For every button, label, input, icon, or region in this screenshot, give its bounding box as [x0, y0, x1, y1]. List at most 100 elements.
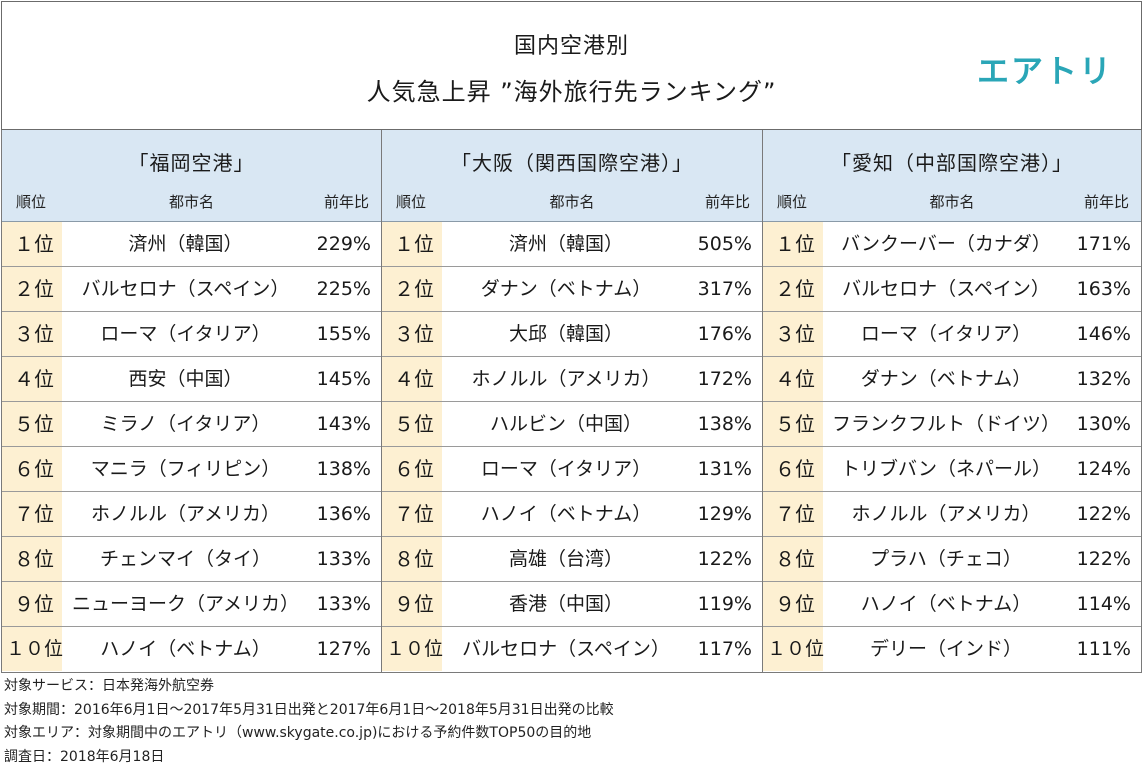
- city-cell: ハノイ（ベトナム）: [860, 593, 1032, 615]
- table-row: ２位 ダナン（ベトナム） 317%: [382, 267, 762, 312]
- column-header-ratio: 前年比: [704, 193, 750, 211]
- ratio-cell: 317%: [697, 278, 752, 300]
- table-row: ７位 ハノイ（ベトナム） 129%: [382, 492, 762, 537]
- page-title: 国内空港別: [513, 34, 629, 59]
- column-header-ratio: 前年比: [1083, 193, 1129, 211]
- city-cell: ホノルル（アメリカ）: [90, 503, 281, 525]
- city-cell: バンクーバー（カナダ）: [841, 233, 1051, 255]
- city-cell: ローマ（イタリア）: [860, 323, 1032, 345]
- city-cell: マニラ（フィリピン）: [90, 458, 281, 480]
- ratio-cell: 117%: [697, 638, 752, 660]
- rank-cell: １０位: [763, 627, 824, 671]
- column-header-city: 都市名: [549, 193, 595, 211]
- table-row: ３位 ローマ（イタリア） 146%: [763, 312, 1141, 357]
- city-cell: チェンマイ（タイ）: [99, 548, 271, 570]
- table-row: ４位 西安（中国） 145%: [2, 357, 381, 402]
- city-cell: バルセロナ（スペイン）: [81, 278, 290, 300]
- rank-cell: ４位: [382, 357, 442, 401]
- rank-cell: １位: [382, 222, 442, 266]
- column-header-city: 都市名: [168, 193, 214, 211]
- rank-cell: ３位: [382, 312, 442, 356]
- airport-label: 「愛知（中部国際空港）」: [831, 151, 1073, 175]
- ratio-cell: 505%: [697, 233, 752, 255]
- ratio-cell: 171%: [1076, 233, 1131, 255]
- page-subtitle: 人気急上昇 ”海外旅行先ランキング”: [366, 78, 777, 106]
- city-cell: ダナン（ベトナム）: [860, 368, 1032, 390]
- ranking-table-3: 「愛知（中部国際空港）」 順位 都市名 前年比 １位 バンクーバー（カナダ） 171% ２位バ…: [762, 130, 1142, 673]
- city-cell: プラハ（チェコ）: [870, 548, 1022, 570]
- table-row: ７位 ホノルル（アメリカ） 136%: [2, 492, 381, 537]
- rank-cell: ５位: [2, 402, 62, 446]
- city-cell: ホノルル（アメリカ）: [851, 503, 1041, 525]
- table-row: ６位 ローマ（イタリア） 131%: [382, 447, 762, 492]
- note-date: 調査日：2018年6月18日: [4, 748, 165, 765]
- rank-cell: ７位: [382, 492, 442, 536]
- ratio-cell: 119%: [697, 593, 752, 615]
- table-header: 「大阪（関西国際空港）」 順位 都市名 前年比: [382, 130, 762, 222]
- table-row: ４位 ダナン（ベトナム） 132%: [763, 357, 1141, 402]
- city-cell: 西安（中国）: [128, 368, 243, 390]
- table-row: ５位 ハルビン（中国） 138%: [382, 402, 762, 447]
- ratio-cell: 133%: [316, 548, 371, 570]
- rank-cell: ８位: [2, 537, 62, 581]
- note-service: 対象サービス：日本発海外航空券: [4, 678, 214, 694]
- table-row: ９位 香港（中国） 119%: [382, 582, 762, 627]
- city-cell: トリブバン（ネパール）: [841, 458, 1051, 480]
- column-header-ratio: 前年比: [323, 193, 369, 211]
- ratio-cell: 138%: [697, 413, 752, 435]
- ratio-cell: 176%: [697, 323, 752, 345]
- ratio-cell: 136%: [316, 503, 371, 525]
- rank-cell: ８位: [382, 537, 442, 581]
- table-row: ８位 高雄（台湾） 122%: [382, 537, 762, 582]
- ratio-cell: 143%: [316, 413, 371, 435]
- city-cell: バルセロナ（スペイン）: [462, 638, 670, 660]
- airport-label: 「福岡空港」: [128, 151, 255, 175]
- ranking-table-1: 「福岡空港」 順位 都市名 前年比 １位 済州（韓国） 229% ２位 バルセロナ（スペイン） 2…: [1, 130, 381, 673]
- city-cell: バルセロナ（スペイン）: [842, 278, 1050, 300]
- title-box: 国内空港別 人気急上昇 ”海外旅行先ランキング” エアトリ: [1, 1, 1142, 130]
- table-row: ３位 大邱（韓国） 176%: [382, 312, 762, 357]
- ratio-cell: 122%: [697, 548, 752, 570]
- column-header-rank: 順位: [777, 193, 808, 211]
- ratio-cell: 133%: [316, 593, 371, 615]
- table-row: ２位 バルセロナ（スペイン） 163%: [763, 267, 1141, 312]
- ratio-cell: 138%: [316, 458, 371, 480]
- rank-cell: ６位: [763, 447, 823, 491]
- ratio-cell: 172%: [697, 368, 752, 390]
- table-row: １０位 バルセロナ（スペイン） 117%: [382, 627, 762, 672]
- table-header: 「福岡空港」 順位 都市名 前年比: [2, 130, 381, 222]
- rank-cell: ６位: [382, 447, 442, 491]
- city-cell: 済州（韓国）: [128, 233, 243, 255]
- table-row: ９位 ニューヨーク（アメリカ） 133%: [2, 582, 381, 627]
- ratio-cell: 127%: [316, 638, 371, 660]
- table-row: １位 済州（韓国） 505%: [382, 222, 762, 267]
- ratio-cell: 124%: [1076, 458, 1131, 480]
- table-row: ７位 ホノルル（アメリカ） 122%: [763, 492, 1141, 537]
- table-row: １位 バンクーバー（カナダ） 171%: [763, 222, 1141, 267]
- rank-cell: ４位: [763, 357, 823, 401]
- rank-cell: １０位: [2, 627, 63, 671]
- rank-cell: ９位: [382, 582, 442, 626]
- city-cell: ホノルル（アメリカ）: [471, 368, 661, 390]
- city-cell: ローマ（イタリア）: [100, 323, 271, 345]
- rank-cell: １位: [2, 222, 62, 266]
- ratio-cell: 122%: [1076, 503, 1131, 525]
- rank-cell: ９位: [763, 582, 823, 626]
- rank-cell: ７位: [763, 492, 823, 536]
- ratio-cell: 114%: [1076, 593, 1131, 615]
- rank-cell: １０位: [382, 627, 443, 671]
- rank-cell: ２位: [382, 267, 442, 311]
- rank-cell: ２位: [2, 267, 62, 311]
- rank-cell: １位: [763, 222, 823, 266]
- ratio-cell: 145%: [316, 368, 371, 390]
- ratio-cell: 163%: [1076, 278, 1131, 300]
- ratio-cell: 155%: [316, 323, 371, 345]
- rank-cell: ９位: [2, 582, 62, 626]
- ratio-cell: 225%: [316, 278, 371, 300]
- ratio-cell: 130%: [1076, 413, 1131, 435]
- ratio-cell: 131%: [697, 458, 752, 480]
- rank-cell: ２位: [763, 267, 823, 311]
- table-row: ４位 ホノルル（アメリカ） 172%: [382, 357, 762, 402]
- table-row: １０位 ハノイ（ベトナム） 127%: [2, 627, 381, 672]
- table-row: ５位 ミラノ（イタリア） 143%: [2, 402, 381, 447]
